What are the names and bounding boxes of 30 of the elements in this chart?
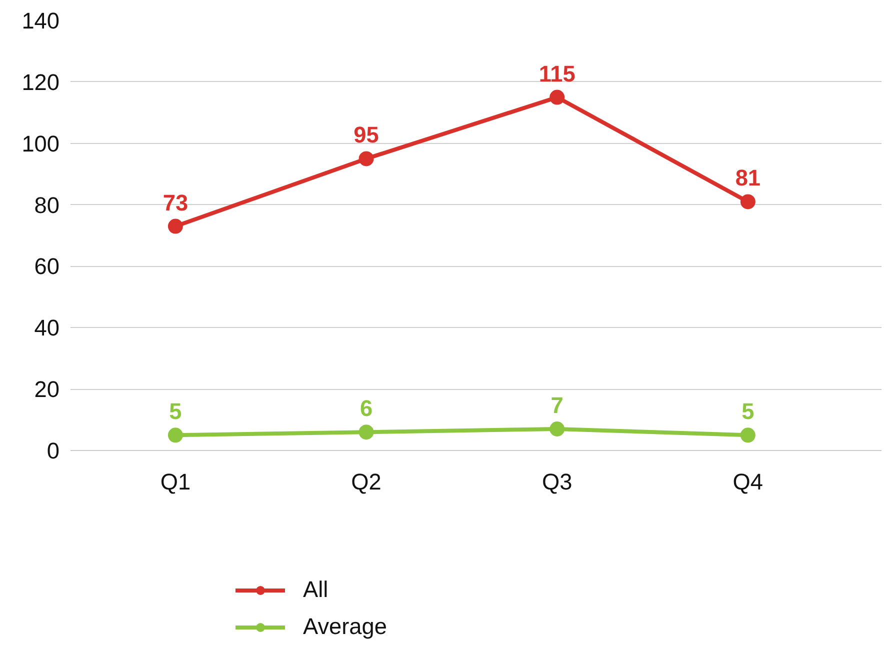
legend-label: Average bbox=[303, 613, 387, 640]
y-tick-label: 120 bbox=[22, 68, 60, 95]
y-tick-label: 20 bbox=[34, 376, 60, 402]
y-tick-label: 100 bbox=[22, 130, 60, 156]
point bbox=[740, 194, 756, 210]
data-label: 81 bbox=[735, 164, 761, 191]
data-label: 5 bbox=[169, 398, 182, 424]
y-tick-label: 60 bbox=[34, 253, 60, 280]
data-label: 6 bbox=[360, 395, 373, 422]
data-label: 7 bbox=[550, 392, 564, 418]
point bbox=[550, 422, 565, 436]
x-tick-label: Q4 bbox=[732, 468, 764, 494]
y-tick-label: 40 bbox=[34, 314, 60, 341]
point bbox=[358, 151, 374, 166]
y-tick-label: 80 bbox=[34, 192, 60, 218]
data-label: 115 bbox=[538, 60, 576, 86]
point bbox=[358, 424, 374, 440]
point bbox=[740, 428, 756, 443]
legend-label: All bbox=[303, 576, 328, 603]
data-label: 95 bbox=[354, 122, 379, 148]
data-label: 5 bbox=[742, 398, 754, 424]
point bbox=[168, 218, 183, 234]
y-tick-label: 0 bbox=[46, 438, 60, 464]
point bbox=[168, 428, 183, 443]
x-tick-label: Q2 bbox=[351, 468, 382, 494]
x-tick-label: Q1 bbox=[160, 468, 191, 494]
y-tick-label: 140 bbox=[22, 8, 60, 34]
point bbox=[550, 90, 565, 105]
data-label: 73 bbox=[162, 189, 188, 216]
x-tick-label: Q3 bbox=[542, 468, 572, 494]
